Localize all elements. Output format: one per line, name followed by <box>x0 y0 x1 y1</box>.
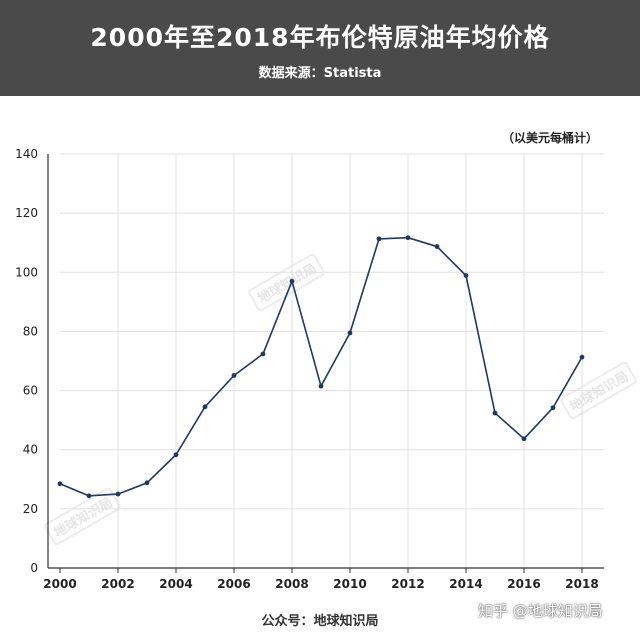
data-point <box>347 330 353 336</box>
y-tick-label: 100 <box>15 265 38 279</box>
data-point <box>144 480 150 486</box>
data-point <box>521 436 527 442</box>
y-tick-label: 40 <box>23 443 38 457</box>
series-line <box>59 236 583 497</box>
data-point <box>492 410 498 416</box>
x-tick-label: 2010 <box>333 577 366 591</box>
x-tick-label: 2002 <box>101 577 134 591</box>
y-tick-label: 140 <box>15 147 38 161</box>
y-tick-label: 0 <box>30 561 38 575</box>
data-point <box>115 491 121 497</box>
data-point <box>376 236 382 242</box>
brand-watermark: 知乎 @地球知识局 <box>478 602 603 620</box>
data-point <box>550 405 556 411</box>
x-tick-label: 2012 <box>391 577 424 591</box>
y-tick-label: 120 <box>15 206 38 220</box>
data-point <box>202 404 208 410</box>
data-point <box>463 273 469 278</box>
x-tick-label: 2018 <box>565 577 598 591</box>
chart-subtitle: 数据来源：Statista <box>258 66 382 81</box>
data-point <box>405 235 411 241</box>
data-point <box>260 351 266 357</box>
data-point <box>86 493 92 499</box>
data-point <box>289 278 295 284</box>
y-ticks: 0 20 40 60 80 100 120 140 <box>15 147 38 575</box>
x-tick-label: 2014 <box>449 577 482 591</box>
data-point <box>57 481 63 487</box>
unit-label: （以美元每桶计） <box>501 131 598 145</box>
series-group <box>57 235 585 499</box>
x-tick-label: 2008 <box>275 577 308 591</box>
data-point <box>579 354 585 360</box>
header-banner: 2000年至2018年布伦特原油年均价格 数据来源：Statista <box>0 0 640 96</box>
data-point <box>231 373 237 378</box>
data-point <box>434 244 440 249</box>
footer-source: 公众号：地球知识局 <box>261 614 379 629</box>
grid <box>60 153 604 568</box>
y-tick-label: 60 <box>23 384 38 398</box>
data-point <box>173 452 179 458</box>
x-tick-label: 2000 <box>43 577 76 591</box>
x-tick-label: 2004 <box>159 577 192 591</box>
x-tick-label: 2006 <box>217 577 250 591</box>
y-tick-label: 80 <box>23 324 38 338</box>
x-tick-label: 2016 <box>507 577 540 591</box>
x-ticks: 2000 2002 2004 2006 2008 2010 2012 2014 2016 2018 <box>43 577 598 591</box>
y-tick-label: 20 <box>23 502 38 516</box>
axes <box>47 154 604 573</box>
chart-title: 2000年至2018年布伦特原油年均价格 <box>90 23 550 52</box>
data-point <box>318 383 324 389</box>
